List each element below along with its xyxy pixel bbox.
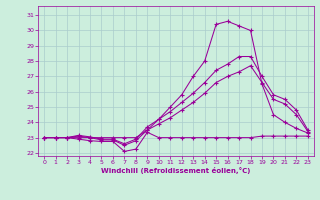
X-axis label: Windchill (Refroidissement éolien,°C): Windchill (Refroidissement éolien,°C) — [101, 167, 251, 174]
